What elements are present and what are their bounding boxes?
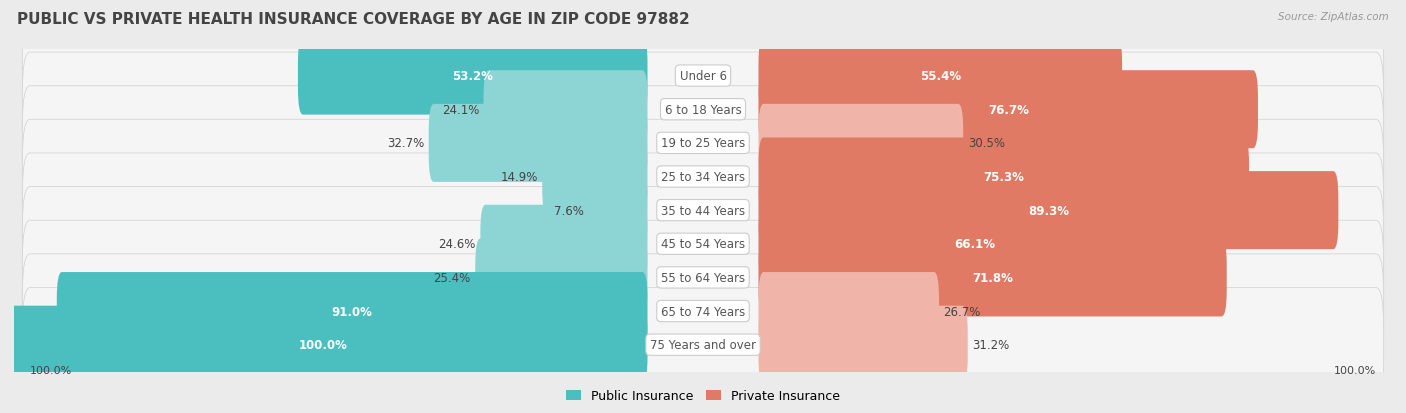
Text: 89.3%: 89.3% bbox=[1028, 204, 1069, 217]
FancyBboxPatch shape bbox=[22, 86, 1384, 201]
Text: 24.1%: 24.1% bbox=[441, 104, 479, 116]
FancyBboxPatch shape bbox=[22, 154, 1384, 268]
Text: 14.9%: 14.9% bbox=[501, 171, 537, 183]
FancyBboxPatch shape bbox=[758, 138, 1249, 216]
Text: 75.3%: 75.3% bbox=[983, 171, 1024, 183]
Text: 24.6%: 24.6% bbox=[439, 238, 475, 251]
FancyBboxPatch shape bbox=[429, 104, 648, 183]
FancyBboxPatch shape bbox=[589, 172, 648, 249]
Text: 100.0%: 100.0% bbox=[30, 365, 72, 375]
Text: 71.8%: 71.8% bbox=[972, 271, 1014, 284]
Text: 66.1%: 66.1% bbox=[953, 238, 995, 251]
FancyBboxPatch shape bbox=[758, 104, 963, 183]
Text: 30.5%: 30.5% bbox=[967, 137, 1005, 150]
Text: 32.7%: 32.7% bbox=[387, 137, 425, 150]
Text: 25 to 34 Years: 25 to 34 Years bbox=[661, 171, 745, 183]
FancyBboxPatch shape bbox=[22, 221, 1384, 335]
FancyBboxPatch shape bbox=[475, 239, 648, 317]
Legend: Public Insurance, Private Insurance: Public Insurance, Private Insurance bbox=[561, 385, 845, 407]
FancyBboxPatch shape bbox=[56, 273, 648, 350]
Text: 75 Years and over: 75 Years and over bbox=[650, 338, 756, 351]
Text: 100.0%: 100.0% bbox=[299, 338, 347, 351]
FancyBboxPatch shape bbox=[22, 120, 1384, 234]
FancyBboxPatch shape bbox=[22, 187, 1384, 301]
FancyBboxPatch shape bbox=[22, 254, 1384, 368]
Text: Under 6: Under 6 bbox=[679, 70, 727, 83]
Text: PUBLIC VS PRIVATE HEALTH INSURANCE COVERAGE BY AGE IN ZIP CODE 97882: PUBLIC VS PRIVATE HEALTH INSURANCE COVER… bbox=[17, 12, 689, 27]
Text: 31.2%: 31.2% bbox=[972, 338, 1010, 351]
Text: 100.0%: 100.0% bbox=[1334, 365, 1376, 375]
Text: 55.4%: 55.4% bbox=[920, 70, 960, 83]
FancyBboxPatch shape bbox=[22, 53, 1384, 167]
Text: 26.7%: 26.7% bbox=[943, 305, 981, 318]
Text: 6 to 18 Years: 6 to 18 Years bbox=[665, 104, 741, 116]
Text: Source: ZipAtlas.com: Source: ZipAtlas.com bbox=[1278, 12, 1389, 22]
Text: 55 to 64 Years: 55 to 64 Years bbox=[661, 271, 745, 284]
FancyBboxPatch shape bbox=[298, 38, 648, 115]
Text: 76.7%: 76.7% bbox=[988, 104, 1029, 116]
FancyBboxPatch shape bbox=[22, 288, 1384, 402]
Text: 91.0%: 91.0% bbox=[332, 305, 373, 318]
FancyBboxPatch shape bbox=[758, 273, 939, 350]
Text: 45 to 54 Years: 45 to 54 Years bbox=[661, 238, 745, 251]
FancyBboxPatch shape bbox=[758, 172, 1339, 249]
FancyBboxPatch shape bbox=[758, 205, 1191, 283]
FancyBboxPatch shape bbox=[22, 19, 1384, 133]
FancyBboxPatch shape bbox=[758, 71, 1258, 149]
Text: 7.6%: 7.6% bbox=[554, 204, 585, 217]
FancyBboxPatch shape bbox=[758, 38, 1122, 115]
Text: 25.4%: 25.4% bbox=[433, 271, 471, 284]
Text: 53.2%: 53.2% bbox=[453, 70, 494, 83]
FancyBboxPatch shape bbox=[484, 71, 648, 149]
Text: 35 to 44 Years: 35 to 44 Years bbox=[661, 204, 745, 217]
Text: 65 to 74 Years: 65 to 74 Years bbox=[661, 305, 745, 318]
FancyBboxPatch shape bbox=[758, 239, 1226, 317]
FancyBboxPatch shape bbox=[543, 138, 648, 216]
Text: 19 to 25 Years: 19 to 25 Years bbox=[661, 137, 745, 150]
FancyBboxPatch shape bbox=[0, 306, 648, 384]
FancyBboxPatch shape bbox=[481, 205, 648, 283]
FancyBboxPatch shape bbox=[758, 306, 967, 384]
